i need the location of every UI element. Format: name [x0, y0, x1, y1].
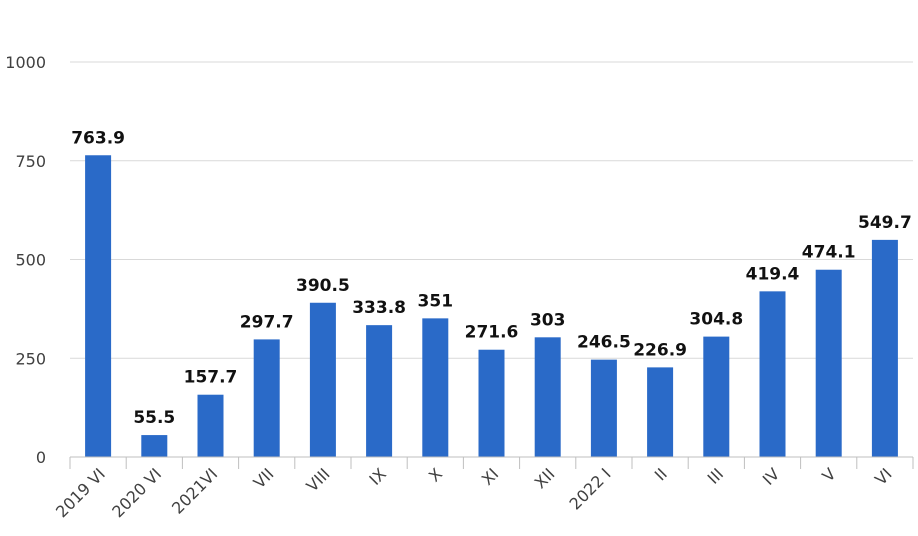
x-tick-label: XII	[531, 464, 559, 492]
bar	[590, 359, 617, 457]
y-tick-label: 0	[36, 448, 46, 467]
data-label: 474.1	[802, 243, 856, 263]
data-label: 333.8	[352, 298, 406, 318]
data-label: 351	[418, 291, 454, 311]
data-label: 390.5	[296, 276, 350, 296]
bar	[253, 339, 280, 457]
x-tick-label: IV	[759, 464, 784, 489]
data-label: 303	[530, 310, 566, 330]
x-tick-label: 2022 I	[566, 464, 615, 513]
x-tick-label: XI	[478, 464, 503, 489]
x-tick-label: 2020 VI	[108, 464, 165, 521]
y-tick-label: 750	[15, 152, 46, 171]
bar	[647, 367, 674, 457]
x-tick-label: V	[818, 464, 839, 485]
y-axis-tick-labels: 0 250 500 750 1000	[5, 53, 46, 467]
bar	[703, 336, 730, 457]
data-label: 246.5	[577, 333, 631, 353]
x-axis	[69, 456, 914, 469]
y-tick-label: 1000	[5, 53, 46, 72]
bar	[871, 239, 898, 457]
bar	[815, 269, 842, 457]
y-tick-label: 500	[15, 251, 46, 270]
bar	[478, 349, 505, 457]
bar	[85, 155, 112, 457]
bar	[366, 325, 393, 457]
data-label: 304.8	[689, 310, 743, 330]
bar	[534, 337, 561, 457]
x-tick-label: 2019 VI	[52, 464, 109, 521]
x-axis-tick-labels: 2019 VI 2020 VI 2021VI VII VIII IX X XI XII 2022 …	[52, 464, 896, 521]
x-tick-label: VI	[871, 464, 896, 489]
data-label: 549.7	[858, 213, 912, 233]
data-label: 226.9	[633, 340, 687, 360]
x-tick-label: III	[704, 464, 727, 487]
bar	[197, 394, 224, 457]
bar	[422, 318, 449, 457]
x-tick-label: VII	[250, 464, 278, 492]
x-tick-label: X	[425, 464, 446, 485]
bar	[141, 435, 168, 457]
bar	[309, 302, 336, 457]
data-label: 297.7	[240, 312, 294, 332]
data-label: 55.5	[133, 408, 175, 428]
data-label: 271.6	[465, 323, 519, 343]
data-label: 157.7	[184, 368, 238, 388]
bar	[759, 291, 786, 457]
x-tick-label: II	[651, 464, 671, 484]
bars	[85, 155, 898, 457]
gridlines	[70, 61, 913, 359]
x-tick-label: VIII	[303, 464, 334, 495]
x-tick-label: 2021VI	[168, 464, 221, 517]
x-tick-label: IX	[365, 464, 390, 489]
data-label: 763.9	[71, 128, 125, 148]
data-label: 419.4	[746, 264, 800, 284]
y-tick-label: 250	[15, 349, 46, 368]
